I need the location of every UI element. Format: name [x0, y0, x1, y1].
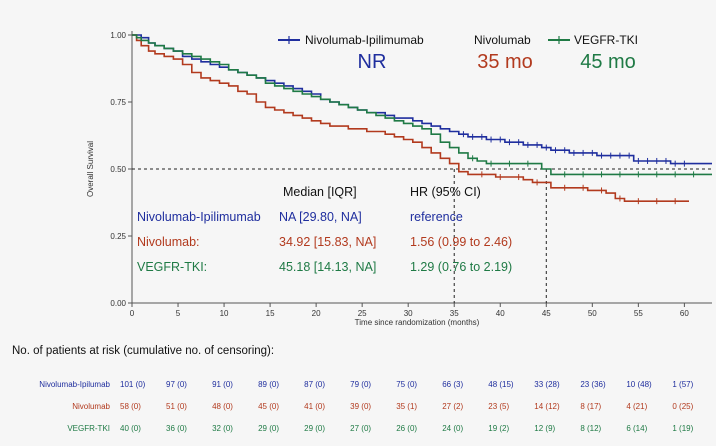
risk-cell: 32 (0) [212, 424, 233, 433]
risk-table-title: No. of patients at risk (cumulative no. … [12, 345, 275, 357]
legend-label-vegfr: VEGFR-TKI [574, 33, 638, 47]
stats-header-median: Median [IQR] [283, 185, 357, 199]
risk-cell: 27 (2) [442, 402, 464, 411]
risk-cell: 19 (2) [488, 424, 510, 433]
x-tick-label: 45 [542, 309, 551, 318]
x-tick-label: 40 [496, 309, 505, 318]
y-axis-label: Overall Survival [86, 141, 95, 197]
risk-cell: 39 (0) [350, 402, 372, 411]
risk-cell: 66 (3) [442, 380, 464, 389]
risk-cell: 97 (0) [166, 380, 187, 389]
x-tick-label: 5 [176, 309, 181, 318]
risk-cell: 41 (0) [304, 402, 326, 411]
x-tick-label: 55 [634, 309, 643, 318]
risk-cell: 75 (0) [396, 380, 418, 389]
risk-cell: 6 (14) [626, 424, 648, 433]
risk-cell: 45 (0) [258, 402, 279, 411]
risk-row-name: Nivolumab [72, 402, 110, 411]
risk-row-name: Nivolumab-Ipilumab [39, 380, 110, 389]
risk-cell: 26 (0) [396, 424, 418, 433]
risk-cell: 33 (28) [534, 380, 560, 389]
y-tick-label: 0.50 [110, 165, 126, 174]
risk-cell: 48 (0) [212, 402, 233, 411]
risk-cell: 29 (0) [304, 424, 326, 433]
risk-cell: 10 (48) [626, 380, 652, 389]
median-big-nivo-ipi: NR [358, 51, 387, 73]
stats-header-hr: HR (95% CI) [410, 185, 481, 199]
risk-cell: 8 (17) [580, 402, 602, 411]
y-tick-label: 0.75 [110, 98, 126, 107]
y-tick-label: 0.00 [110, 299, 126, 308]
x-tick-label: 30 [404, 309, 413, 318]
x-tick-label: 20 [312, 309, 321, 318]
risk-cell: 27 (0) [350, 424, 372, 433]
x-tick-label: 35 [450, 309, 459, 318]
risk-cell: 14 (12) [534, 402, 560, 411]
x-tick-label: 50 [588, 309, 597, 318]
median-big-nivo: 35 mo [477, 51, 533, 73]
legend-label-nivo: Nivolumab [474, 33, 531, 47]
risk-cell: 23 (5) [488, 402, 510, 411]
stats-row-hr: 1.56 (0.99 to 2.46) [410, 235, 512, 249]
risk-cell: 4 (21) [626, 402, 648, 411]
x-tick-label: 15 [266, 309, 275, 318]
x-tick-label: 0 [130, 309, 135, 318]
stats-row-hr: 1.29 (0.76 to 2.19) [410, 260, 512, 274]
risk-cell: 24 (0) [442, 424, 464, 433]
risk-cell: 12 (9) [534, 424, 556, 433]
risk-cell: 40 (0) [120, 424, 141, 433]
risk-cell: 79 (0) [350, 380, 372, 389]
risk-cell: 36 (0) [166, 424, 187, 433]
risk-cell: 91 (0) [212, 380, 233, 389]
risk-cell: 0 (25) [672, 402, 694, 411]
stats-row-median: NA [29.80, NA] [279, 210, 362, 224]
risk-cell: 1 (19) [672, 424, 694, 433]
x-tick-label: 25 [358, 309, 367, 318]
y-tick-label: 0.25 [110, 232, 126, 241]
stats-row-name: Nivolumab: [137, 235, 200, 249]
risk-cell: 101 (0) [120, 380, 146, 389]
stats-row-median: 45.18 [14.13, NA] [279, 260, 376, 274]
risk-cell: 87 (0) [304, 380, 326, 389]
x-tick-label: 60 [680, 309, 689, 318]
risk-row-name: VEGFR-TKI [67, 424, 110, 433]
risk-cell: 35 (1) [396, 402, 418, 411]
risk-cell: 29 (0) [258, 424, 279, 433]
stats-row-name: Nivolumab-Ipilimumab [137, 210, 261, 224]
x-tick-label: 10 [220, 309, 229, 318]
risk-cell: 58 (0) [120, 402, 141, 411]
stats-row-name: VEGFR-TKI: [137, 260, 207, 274]
stats-row-hr: reference [410, 210, 463, 224]
x-axis-label: Time since randomization (months) [355, 318, 480, 327]
y-tick-label: 1.00 [110, 31, 126, 40]
risk-cell: 23 (36) [580, 380, 606, 389]
median-big-vegfr: 45 mo [580, 51, 636, 73]
risk-cell: 1 (57) [672, 380, 694, 389]
risk-cell: 48 (15) [488, 380, 514, 389]
stats-row-median: 34.92 [15.83, NA] [279, 235, 376, 249]
risk-cell: 8 (12) [580, 424, 602, 433]
legend-label-nivo-ipi: Nivolumab-Ipilimumab [305, 33, 424, 47]
risk-cell: 51 (0) [166, 402, 187, 411]
km-curve-2 [132, 34, 712, 176]
risk-cell: 89 (0) [258, 380, 279, 389]
